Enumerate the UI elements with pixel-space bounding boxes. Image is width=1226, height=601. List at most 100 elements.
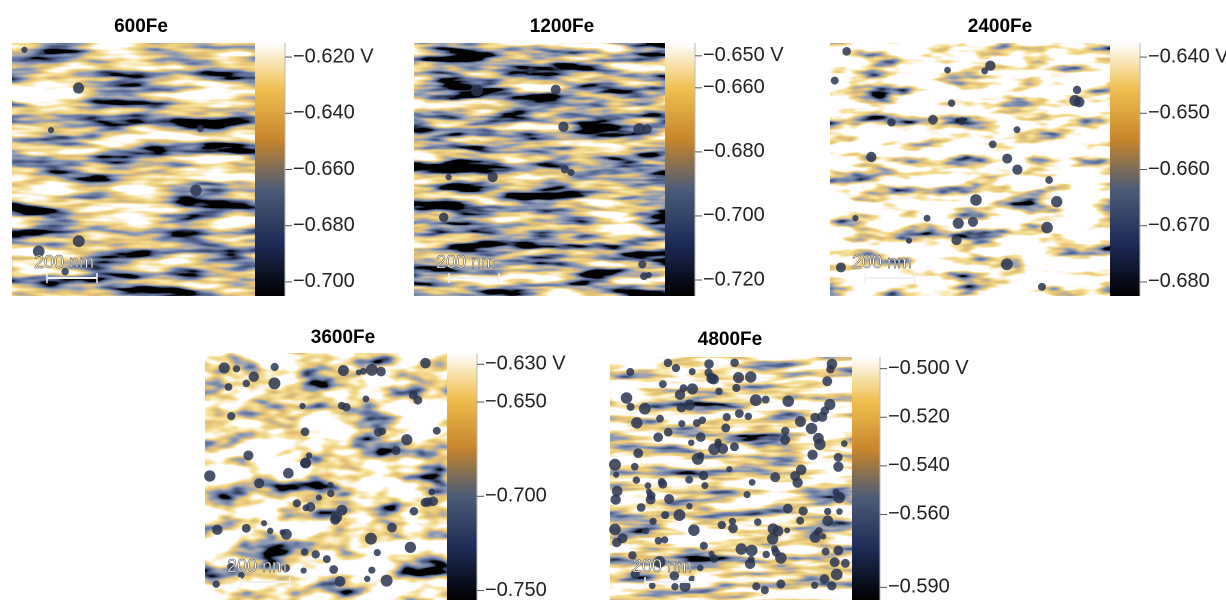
pit [432, 426, 441, 435]
pit [266, 527, 274, 535]
panel-title: 600Fe [114, 16, 168, 37]
pit [752, 582, 761, 591]
pit [706, 372, 718, 384]
pit [644, 482, 652, 489]
pit [633, 448, 644, 459]
colorbar-tick-label: −0.520 [888, 406, 950, 428]
colorbar-tick-label: −0.650 V [703, 44, 784, 66]
pit [408, 390, 418, 400]
pit [766, 533, 779, 545]
pit [190, 184, 202, 197]
pit [638, 260, 647, 269]
pit [648, 582, 656, 590]
pit [1037, 282, 1046, 291]
pit [204, 470, 216, 482]
pit [212, 524, 223, 536]
pit [632, 476, 641, 484]
pit [905, 237, 913, 244]
pit [708, 443, 721, 456]
pit [248, 371, 260, 382]
pit [833, 545, 844, 556]
pit [609, 458, 621, 471]
pit [728, 517, 737, 525]
pit [72, 235, 85, 248]
colorbar-tick-label: −0.670 [1148, 214, 1210, 236]
pit [733, 372, 745, 384]
pit [613, 471, 620, 478]
pit [243, 450, 254, 461]
pit [661, 536, 669, 544]
pit [807, 449, 818, 460]
pit [829, 557, 840, 568]
pit [842, 46, 851, 56]
pit [771, 548, 781, 557]
pit [776, 579, 786, 589]
scale-bar-label: 200 nm [227, 556, 287, 576]
scale-bar-label: 200 nm [34, 252, 94, 272]
pit [840, 440, 848, 447]
pit [218, 362, 230, 374]
pit [224, 383, 233, 391]
colorbar-tick-label: −0.700 [293, 270, 355, 292]
panel-title: 3600Fe [311, 327, 375, 348]
pit [420, 497, 430, 508]
colorbar [447, 353, 477, 600]
pit [717, 443, 729, 454]
pit [688, 524, 700, 536]
pit [327, 481, 334, 489]
pit [487, 171, 498, 183]
afm-image [610, 357, 852, 600]
pit [699, 541, 708, 550]
pit [280, 528, 292, 540]
pit [753, 518, 762, 526]
colorbar-tick-label: −0.750 [485, 579, 547, 601]
pit [715, 387, 723, 396]
pit [630, 462, 639, 471]
pit [726, 466, 733, 473]
pit [664, 493, 675, 505]
pit [404, 541, 417, 554]
pit [305, 502, 316, 512]
pit [342, 402, 351, 412]
pit [833, 452, 843, 462]
colorbar-tick-label: −0.720 [703, 268, 765, 290]
pit [645, 488, 653, 495]
pit [376, 366, 386, 377]
pit [762, 550, 770, 559]
pit [683, 399, 695, 411]
pit [837, 492, 845, 500]
pit [300, 457, 312, 469]
pit [609, 523, 621, 536]
pit [709, 554, 719, 563]
pit [653, 432, 663, 443]
pit [281, 564, 291, 573]
pit [698, 470, 709, 481]
pit [840, 558, 850, 568]
pit [748, 478, 756, 486]
pit [283, 467, 294, 479]
pit [805, 422, 818, 435]
pit [669, 570, 680, 581]
pit [642, 527, 650, 535]
pit [822, 515, 834, 527]
pit [784, 527, 791, 534]
scale-bar-label: 200 nm [436, 252, 496, 272]
pit [560, 165, 570, 174]
pit [970, 194, 982, 206]
pit [268, 377, 281, 390]
pit [409, 507, 419, 516]
pit [636, 503, 646, 512]
pit [645, 494, 656, 505]
pit [661, 511, 670, 520]
colorbar-tick-label: −0.650 [485, 390, 547, 412]
panel-title: 1200Fe [530, 16, 594, 37]
colorbar [255, 43, 285, 296]
pit [866, 151, 877, 163]
pit [696, 452, 705, 460]
pit [270, 362, 279, 372]
pit [770, 472, 781, 483]
afm-image [414, 43, 665, 296]
pit [988, 140, 997, 149]
pit [671, 582, 679, 591]
